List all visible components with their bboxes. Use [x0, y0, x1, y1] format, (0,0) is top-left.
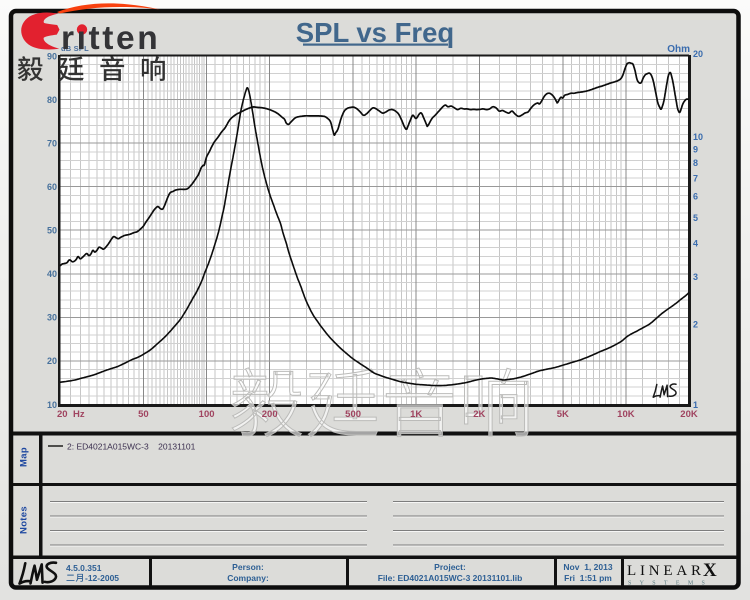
svg-text:2K: 2K	[473, 409, 485, 420]
svg-text:LINEAR: LINEAR	[627, 563, 705, 579]
svg-text:30: 30	[47, 313, 57, 323]
svg-text:20: 20	[693, 49, 703, 59]
svg-text:50: 50	[138, 409, 149, 420]
svg-text:X: X	[703, 560, 717, 581]
svg-text:Nov 1, 2013: Nov 1, 2013	[563, 562, 612, 572]
svg-text:SYSTEMS: SYSTEMS	[628, 581, 713, 587]
svg-text:9: 9	[693, 144, 698, 154]
svg-text:SPL vs Freq: SPL vs Freq	[296, 17, 454, 48]
svg-text:8: 8	[693, 158, 698, 168]
svg-text:1: 1	[693, 400, 698, 410]
svg-text:20: 20	[57, 409, 68, 420]
svg-text:Company:: Company:	[227, 573, 269, 583]
svg-text:10: 10	[47, 400, 57, 410]
svg-text:Hz: Hz	[73, 409, 85, 420]
svg-text:4: 4	[693, 239, 698, 249]
svg-text:50: 50	[47, 226, 57, 236]
svg-text:rıtten: rıtten	[61, 20, 160, 57]
svg-text:60: 60	[47, 182, 57, 192]
svg-text:5: 5	[693, 213, 698, 223]
svg-text:Map: Map	[19, 447, 30, 467]
svg-text:20K: 20K	[680, 409, 698, 420]
svg-text:80: 80	[47, 95, 57, 105]
svg-text:3: 3	[693, 272, 698, 282]
svg-text:20: 20	[47, 356, 57, 366]
svg-text:100: 100	[199, 409, 215, 420]
svg-text:70: 70	[47, 138, 57, 148]
svg-text:10K: 10K	[617, 409, 635, 420]
svg-text:200: 200	[262, 409, 278, 420]
svg-text:dB SPL: dB SPL	[61, 44, 89, 53]
svg-text:7: 7	[693, 174, 698, 184]
svg-text:Ohm: Ohm	[667, 44, 690, 55]
svg-text:-12-2005: -12-2005	[85, 573, 119, 583]
svg-text:Person:: Person:	[232, 562, 264, 572]
svg-text:90: 90	[47, 51, 57, 61]
svg-text:6: 6	[693, 192, 698, 202]
svg-text:1K: 1K	[410, 409, 422, 420]
svg-text:5K: 5K	[557, 409, 569, 420]
svg-text:Notes: Notes	[19, 506, 30, 534]
svg-text:4.5.0.351: 4.5.0.351	[66, 563, 102, 573]
svg-text:Fri 1:51 pm: Fri 1:51 pm	[564, 573, 612, 583]
svg-text:2: 2	[693, 319, 698, 329]
svg-text:2: ED4021A015WC-3 20131101: 2: ED4021A015WC-3 20131101	[67, 442, 196, 452]
svg-text:10: 10	[693, 132, 703, 142]
svg-text:Project:: Project:	[434, 562, 466, 572]
svg-text:File: ED4021A015WC-3 20131101.: File: ED4021A015WC-3 20131101.lib	[378, 573, 523, 583]
svg-text:500: 500	[345, 409, 361, 420]
svg-text:40: 40	[47, 269, 57, 279]
